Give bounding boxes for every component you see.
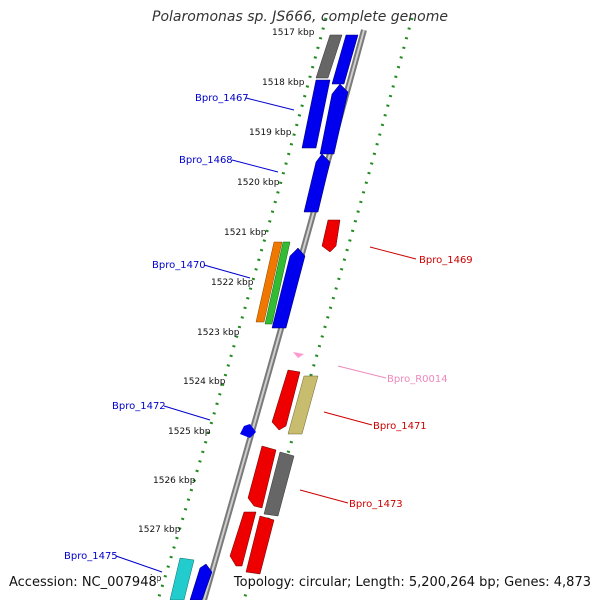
tick-label: 1517 kbp	[272, 28, 315, 38]
map-title: Polaromonas sp. JS666, complete genome	[152, 9, 448, 25]
gene-block[interactable]	[321, 219, 341, 253]
tick-label: 1527 kbp	[138, 525, 181, 535]
accession-label: Accession: NC_007948	[9, 575, 157, 590]
gene-label-bpro-1469[interactable]: Bpro_1469	[419, 255, 473, 266]
gene-label-bpro-r0014[interactable]: Bpro_R0014	[387, 374, 448, 385]
gene-blocks	[169, 34, 359, 600]
gene-label-bpro-1468[interactable]: Bpro_1468	[179, 155, 233, 166]
inner-dotted-ruler	[156, 17, 328, 600]
gene-block[interactable]	[271, 247, 306, 329]
gene-label-bpro-1475[interactable]: Bpro_1475	[64, 551, 118, 562]
gene-block[interactable]	[293, 352, 304, 358]
gene-block[interactable]	[247, 445, 277, 509]
gene-block[interactable]	[245, 515, 275, 575]
gene-block[interactable]	[264, 241, 291, 325]
tick-label: 1522 kbp	[211, 278, 254, 288]
gene-label-bpro-1471[interactable]: Bpro_1471	[373, 421, 427, 432]
tick-label: 1518 kbp	[262, 78, 305, 88]
gene-block[interactable]	[303, 153, 331, 213]
tick-label: 1523 kbp	[197, 328, 240, 338]
gene-block[interactable]	[271, 369, 301, 431]
gene-labels: Bpro_1467 Bpro_1468 Bpro_1470 Bpro_1472 …	[64, 93, 473, 562]
gene-block[interactable]	[319, 83, 349, 155]
genome-summary-label: Topology: circular; Length: 5,200,264 bp…	[233, 575, 591, 590]
gene-block[interactable]	[287, 375, 319, 435]
tick-label: 1524 kbp	[183, 377, 226, 387]
gene-block[interactable]	[331, 34, 359, 85]
tick-label: 1520 kbp	[237, 178, 280, 188]
gene-block[interactable]	[263, 451, 295, 517]
gene-label-bpro-1470[interactable]: Bpro_1470	[152, 260, 206, 271]
tick-label: 1526 kbp	[153, 476, 196, 486]
gene-block[interactable]	[169, 557, 195, 600]
gene-block[interactable]	[189, 563, 213, 600]
tick-label: 1521 kbp	[224, 228, 267, 238]
tick-label: 1519 kbp	[249, 128, 292, 138]
label-leaders	[115, 97, 417, 573]
tick-label: 1525 kbp	[168, 427, 211, 437]
gene-block[interactable]	[255, 241, 283, 323]
gene-block[interactable]	[315, 34, 343, 79]
gene-label-bpro-1467[interactable]: Bpro_1467	[195, 93, 249, 104]
gene-block[interactable]	[301, 79, 331, 149]
kbp-ticks: 1517 kbp 1518 kbp 1519 kbp 1520 kbp 1521…	[138, 28, 315, 584]
gene-label-bpro-1473[interactable]: Bpro_1473	[349, 499, 403, 510]
gene-block[interactable]	[240, 424, 256, 438]
gene-block[interactable]	[229, 511, 257, 567]
gene-label-bpro-1472[interactable]: Bpro_1472	[112, 401, 166, 412]
